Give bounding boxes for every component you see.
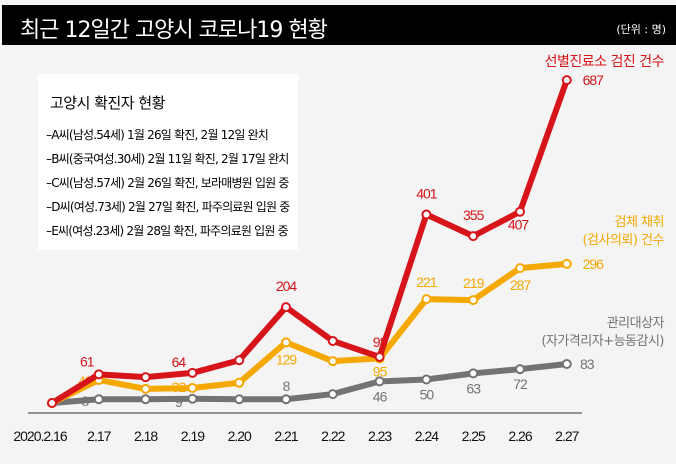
data-label: 129 (276, 351, 298, 367)
data-label: 63 (466, 380, 481, 396)
series-line (50, 79, 570, 406)
data-point (187, 382, 198, 393)
data-label: 72 (513, 376, 528, 392)
data-label: 355 (463, 207, 485, 223)
data-point (374, 351, 385, 362)
x-tick-label: 2.25 (462, 428, 486, 444)
data-point (561, 358, 572, 369)
x-tick-label: 2.26 (508, 428, 532, 444)
data-label: 219 (463, 275, 485, 291)
cases-box-title: 고양시 확진자 현황 (50, 94, 165, 112)
x-tick-label: 2.17 (87, 428, 111, 444)
data-label: 8 (283, 378, 291, 394)
data-point (47, 398, 57, 408)
series-label-samples: 검체 채취 (검사의뢰) 건수 (582, 214, 664, 250)
data-point (234, 394, 245, 405)
series-label-line: 관리대상자 (606, 316, 665, 331)
data-point (515, 263, 525, 274)
data-label: 83 (580, 356, 595, 372)
data-label: 401 (416, 186, 438, 202)
data-label: 61 (80, 353, 95, 369)
data-label: 687 (583, 72, 605, 88)
series-label-screening: 선별진료소 검진 건수 (544, 51, 665, 71)
data-label: 32 (172, 379, 187, 395)
header-bar: 최근 12일간 고양시 코로나19 현황 (단위 : 명) (2, 5, 676, 45)
case-item: –B씨(중국여성.30세) 2월 11일 확진, 2월 17일 완치 (46, 152, 289, 166)
data-point (561, 75, 572, 86)
series-label-line: (자가격리자+능동감시) (541, 334, 664, 349)
data-point (140, 383, 151, 394)
data-point (468, 231, 479, 242)
series-line (50, 260, 568, 406)
data-label: 50 (420, 387, 435, 403)
series-line (51, 361, 568, 406)
data-label: 9 (175, 394, 183, 410)
data-label: 221 (416, 274, 438, 290)
case-item: –D씨(여성.73세) 2월 27일 확진, 파주의료원 입원 중 (46, 200, 290, 214)
data-point (327, 356, 338, 367)
data-point (93, 394, 104, 405)
data-point (187, 367, 198, 378)
x-tick-label: 2.21 (274, 428, 298, 444)
case-item: –C씨(남성.57세) 2월 26일 확진, 보라매병원 입원 중 (46, 176, 289, 190)
data-point (234, 377, 245, 388)
data-point (234, 355, 245, 366)
data-point (327, 335, 338, 346)
data-label: 204 (276, 278, 298, 294)
data-point (327, 389, 338, 400)
x-tick-label: 2.27 (555, 428, 579, 444)
chart-title: 최근 12일간 고양시 코로나19 현황 (20, 18, 328, 43)
case-item: –E씨(여성.23세) 2월 28일 확진, 파주의료원 입원 중 (46, 224, 289, 238)
data-point (515, 364, 525, 375)
x-tick-label: 2.22 (321, 428, 345, 444)
data-label: 296 (583, 256, 605, 272)
data-label: 98 (373, 334, 388, 350)
data-point (281, 394, 291, 405)
data-point (187, 393, 198, 404)
data-label: 407 (508, 217, 530, 233)
x-tick-label: 2.19 (181, 428, 205, 444)
x-tick-label: 2.23 (368, 428, 392, 444)
data-point (281, 337, 291, 348)
data-point (468, 368, 479, 379)
data-label: 8 (81, 393, 89, 409)
x-tick-label: 2.18 (134, 428, 158, 444)
data-point (421, 209, 432, 220)
cases-box: 고양시 확진자 현황 –A씨(남성.54세) 1월 26일 확진, 2월 12일… (38, 74, 298, 250)
case-item: –A씨(남성.54세) 1월 26일 확진, 2월 12일 완치 (46, 128, 269, 142)
series-label-line: (검사의뢰) 건수 (582, 233, 664, 248)
unit-label: (단위 : 명) (616, 23, 666, 36)
data-point (515, 206, 525, 217)
x-tick-label: 2.20 (228, 428, 252, 444)
data-point (561, 258, 572, 269)
data-point (140, 372, 151, 383)
data-label: 46 (373, 388, 388, 404)
data-point (374, 376, 385, 387)
series-label-line: 검체 채취 (614, 215, 665, 230)
data-point (140, 394, 151, 405)
series-label-managed: 관리대상자 (자가격리자+능동감시) (541, 315, 664, 351)
data-point (421, 374, 432, 385)
data-label: 95 (373, 363, 388, 379)
data-point (93, 369, 104, 380)
series-label-line: 선별진료소 검진 건수 (544, 54, 665, 70)
data-point (281, 302, 291, 313)
x-tick-label: 2.24 (415, 428, 439, 444)
data-point (421, 294, 432, 305)
x-tick-label: 2020.2.16 (13, 428, 67, 444)
data-point (468, 295, 479, 306)
data-label: 64 (172, 354, 187, 370)
data-label: 287 (510, 277, 532, 293)
